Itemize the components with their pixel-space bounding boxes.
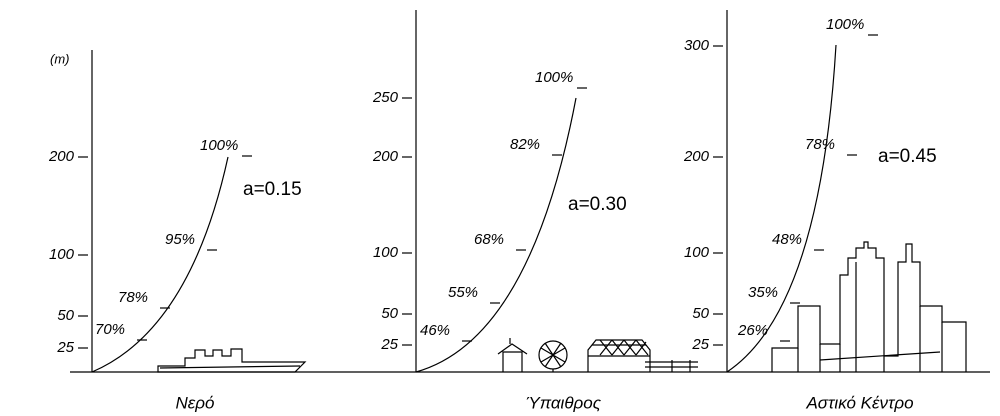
profile-label: 55% [448,284,478,301]
profile-label: 48% [772,231,802,248]
y-tick-label: 25 [380,336,398,353]
y-tick-label: 100 [373,244,399,261]
exponent-label: a=0.15 [243,179,302,200]
city-skyline [772,242,966,372]
profile-label: 78% [118,289,148,306]
terrain-label: Ύπαιθρος [525,393,602,412]
profile-label: 100% [826,16,864,33]
y-tick-label: 200 [683,148,710,165]
y-tick-label: 200 [48,148,75,165]
profile-label: 35% [748,284,778,301]
profile-label: 78% [805,136,835,153]
terrain-label: Αστικό Κέντρο [805,393,913,412]
y-tick-label: 100 [49,246,75,263]
y-tick-label: 25 [691,336,709,353]
exponent-label: a=0.45 [878,146,937,167]
terrain-label: Νερό [176,393,215,412]
y-tick-label: 50 [692,305,709,322]
profile-label: 100% [535,69,573,86]
profile-label: 70% [95,321,125,338]
profile-label: 26% [737,322,768,339]
profile-label: 46% [420,322,450,339]
diagram: (m) 25 50 100 200 70% 78% 95% 100% a=0.15 Νερό 25 5… [0,0,1000,416]
countryside-icons [498,338,698,372]
profiles: 25 50 100 200 70% 78% 95% 100% a=0.15 Νερό 25 50 100… [48,10,937,412]
ship-icon [158,349,305,372]
y-tick-label: 200 [372,148,399,165]
profile-label: 100% [200,137,238,154]
unit-label: (m) [50,51,70,66]
y-tick-label: 50 [381,305,398,322]
profile-label: 68% [474,231,504,248]
y-tick-label: 25 [56,339,74,356]
exponent-label: a=0.30 [568,194,627,215]
profile-label: 95% [165,231,195,248]
y-tick-label: 300 [684,37,710,54]
y-tick-label: 100 [684,244,710,261]
y-tick-label: 250 [372,89,399,106]
y-tick-label: 50 [57,307,74,324]
wind-profile [92,157,228,372]
profile-label: 82% [510,136,540,153]
